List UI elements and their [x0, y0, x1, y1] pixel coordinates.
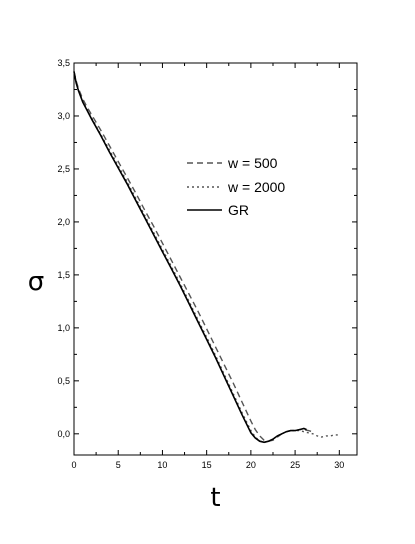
legend: w = 500 w = 2000 GR — [187, 155, 285, 218]
x-axis-title: t — [210, 483, 220, 513]
series-line-1 — [73, 71, 313, 442]
y-tick-label: 3,0 — [57, 111, 70, 121]
y-tick-label: 1,5 — [57, 270, 70, 280]
legend-label: w = 2000 — [227, 179, 285, 195]
y-tick-label: 2,0 — [57, 217, 70, 227]
series-line-2 — [73, 71, 340, 444]
x-tick-label: 20 — [246, 460, 256, 470]
legend-label: w = 500 — [227, 155, 278, 171]
x-tick-label: 15 — [202, 460, 212, 470]
plot-frame — [73, 62, 358, 456]
y-tick-label: 0,5 — [57, 376, 70, 386]
y-tick-label: 3,5 — [57, 58, 70, 68]
x-tick-label: 5 — [116, 460, 121, 470]
plot-border — [73, 62, 358, 456]
y-tick-label: 0,0 — [57, 429, 70, 439]
x-tick-label: 10 — [157, 460, 167, 470]
y-tick-label: 1,0 — [57, 323, 70, 333]
y-axis-ticks: 0,0 0,5 1,0 1,5 2,0 2,5 3,0 3,5 — [57, 58, 357, 439]
x-tick-label: 0 — [71, 460, 76, 470]
legend-label: GR — [228, 202, 249, 218]
series-lines — [73, 71, 340, 444]
series-line-3 — [73, 71, 307, 444]
y-tick-label: 2,5 — [57, 164, 70, 174]
y-axis-title: σ — [28, 267, 44, 297]
x-tick-label: 30 — [334, 460, 344, 470]
x-axis-ticks: 0 5 10 15 20 25 30 — [71, 63, 344, 470]
x-tick-label: 25 — [290, 460, 300, 470]
